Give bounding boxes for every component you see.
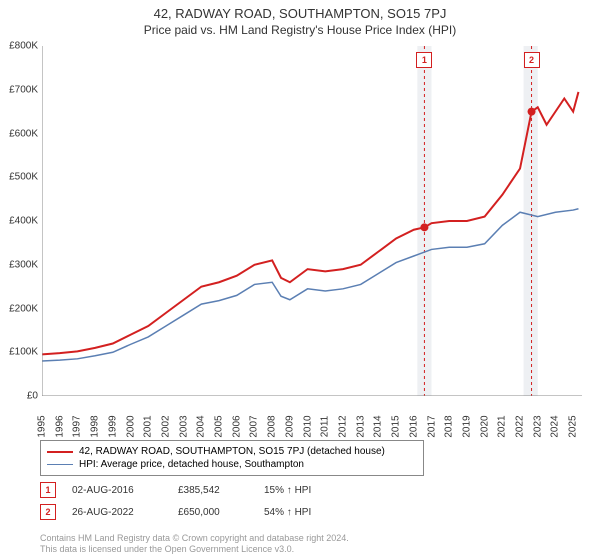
page-subtitle: Price paid vs. HM Land Registry's House …: [0, 21, 600, 37]
y-axis-label: £600K: [2, 128, 38, 139]
sale-price: £650,000: [178, 507, 248, 518]
x-axis-label: 2011: [320, 412, 331, 442]
chart-area: £0£100K£200K£300K£400K£500K£600K£700K£80…: [42, 46, 582, 396]
x-axis-label: 2000: [125, 412, 136, 442]
sale-delta: 54% ↑ HPI: [264, 507, 311, 518]
legend-item: 42, RADWAY ROAD, SOUTHAMPTON, SO15 7PJ (…: [47, 445, 417, 458]
y-axis-label: £500K: [2, 172, 38, 183]
x-axis-label: 2012: [337, 412, 348, 442]
x-axis-label: 2023: [532, 412, 543, 442]
x-axis-label: 1999: [107, 412, 118, 442]
y-axis-label: £700K: [2, 84, 38, 95]
y-axis-label: £800K: [2, 41, 38, 52]
x-axis-label: 1995: [37, 412, 48, 442]
x-axis-label: 2025: [568, 412, 579, 442]
legend-label: 42, RADWAY ROAD, SOUTHAMPTON, SO15 7PJ (…: [79, 446, 385, 457]
y-axis-label: £100K: [2, 347, 38, 358]
x-axis-label: 2010: [302, 412, 313, 442]
x-axis-label: 2022: [515, 412, 526, 442]
x-axis-label: 1997: [72, 412, 83, 442]
legend-label: HPI: Average price, detached house, Sout…: [79, 459, 304, 470]
x-axis-label: 2007: [249, 412, 260, 442]
x-axis-label: 2008: [267, 412, 278, 442]
x-axis-label: 2003: [178, 412, 189, 442]
legend: 42, RADWAY ROAD, SOUTHAMPTON, SO15 7PJ (…: [40, 440, 424, 476]
sale-date: 26-AUG-2022: [72, 507, 162, 518]
x-axis-label: 2001: [143, 412, 154, 442]
footer: Contains HM Land Registry data © Crown c…: [40, 533, 349, 556]
legend-item: HPI: Average price, detached house, Sout…: [47, 458, 417, 471]
x-axis-label: 2024: [550, 412, 561, 442]
x-axis-label: 2019: [461, 412, 472, 442]
y-axis-label: £200K: [2, 303, 38, 314]
y-axis-label: £300K: [2, 259, 38, 270]
sale-badge-1: 1: [40, 482, 56, 498]
sale-delta: 15% ↑ HPI: [264, 485, 311, 496]
x-axis-label: 2014: [373, 412, 384, 442]
footer-line1: Contains HM Land Registry data © Crown c…: [40, 533, 349, 545]
x-axis-label: 2005: [214, 412, 225, 442]
x-axis-label: 1996: [54, 412, 65, 442]
x-axis-label: 1998: [90, 412, 101, 442]
sale-marker-badge: 1: [416, 52, 432, 68]
sale-row-1: 1 02-AUG-2016 £385,542 15% ↑ HPI: [40, 482, 311, 498]
y-axis-label: £400K: [2, 216, 38, 227]
y-axis-label: £0: [2, 391, 38, 402]
sale-row-2: 2 26-AUG-2022 £650,000 54% ↑ HPI: [40, 504, 311, 520]
x-axis-label: 2017: [426, 412, 437, 442]
x-axis-label: 2002: [160, 412, 171, 442]
x-axis-label: 2021: [497, 412, 508, 442]
x-axis-label: 2018: [444, 412, 455, 442]
x-axis-label: 2013: [355, 412, 366, 442]
line-chart: [42, 46, 582, 396]
x-axis-label: 2006: [231, 412, 242, 442]
page-title: 42, RADWAY ROAD, SOUTHAMPTON, SO15 7PJ: [0, 0, 600, 21]
sale-badge-2: 2: [40, 504, 56, 520]
x-axis-label: 2020: [479, 412, 490, 442]
footer-line2: This data is licensed under the Open Gov…: [40, 544, 349, 556]
x-axis-label: 2015: [391, 412, 402, 442]
x-axis-label: 2016: [408, 412, 419, 442]
chart-container: 42, RADWAY ROAD, SOUTHAMPTON, SO15 7PJ P…: [0, 0, 600, 560]
sale-date: 02-AUG-2016: [72, 485, 162, 496]
x-axis-label: 2004: [196, 412, 207, 442]
sale-price: £385,542: [178, 485, 248, 496]
x-axis-label: 2009: [284, 412, 295, 442]
sale-marker-badge: 2: [524, 52, 540, 68]
